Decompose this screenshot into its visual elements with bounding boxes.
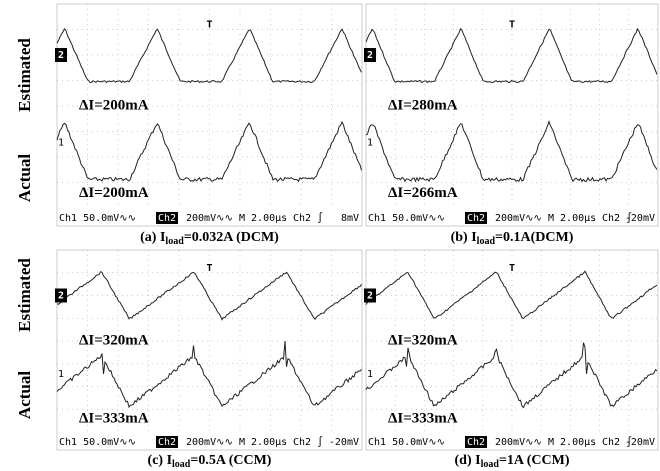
- caption-prefix: (d) I: [455, 453, 481, 468]
- estimated-delta: ΔI=200mA: [79, 97, 149, 113]
- caption: (d) Iload=1A (CCM): [455, 453, 570, 470]
- footer-ch2: Ch2: [158, 437, 176, 448]
- footer-ch2: Ch2: [158, 213, 176, 224]
- footer-ch1: Ch1 50.0mV∿∿: [368, 213, 445, 224]
- actual-delta: ΔI=333mA: [388, 411, 458, 427]
- footer-level: 8mV: [341, 213, 359, 224]
- footer-timebase: M 2.00µs: [239, 213, 287, 224]
- channel-marker: 2: [58, 50, 64, 61]
- estimated-delta: ΔI=280mA: [388, 97, 458, 113]
- page: {"side_labels": {"top": ["Estimated", "A…: [0, 0, 660, 471]
- channel-marker: 1: [58, 369, 64, 380]
- footer-level: -20mV: [329, 437, 359, 448]
- caption-suffix: =0.032A (DCM): [184, 230, 279, 245]
- channel-marker: 1: [58, 138, 64, 149]
- footer-trigger: Ch2 ∫: [293, 436, 323, 448]
- footer-timebase: M 2.00µs: [548, 213, 596, 224]
- footer-ch1: Ch1 50.0mV∿∿: [368, 437, 445, 448]
- caption-suffix: =0.1A(DCM): [495, 230, 574, 245]
- caption-subscript: load: [481, 459, 500, 470]
- channel-marker: 2: [58, 291, 64, 302]
- footer-ch2: Ch2: [467, 437, 485, 448]
- channel-marker: 2: [367, 50, 373, 61]
- scope-panel: 2 1 T ΔI=320mA ΔI=333mA Ch1 50.0mV∿∿ Ch2 200mV∿…: [364, 250, 658, 450]
- caption-subscript: load: [172, 459, 191, 470]
- footer-level: -20mV: [625, 437, 655, 448]
- caption-suffix: =0.5A (CCM): [190, 453, 271, 468]
- footer-timebase: M 2.00µs: [239, 437, 287, 448]
- actual-delta: ΔI=333mA: [79, 411, 149, 427]
- footer-trigger: Ch2 ∫: [293, 212, 323, 224]
- estimated-delta: ΔI=320mA: [79, 332, 149, 348]
- figure: Estimated Actual Estimated Actual 2 1 T ΔI=…: [0, 0, 660, 471]
- footer-ch2: Ch2: [467, 213, 485, 224]
- footer-ch2-scale: 200mV∿∿: [495, 213, 542, 224]
- trigger-marker: T: [509, 19, 515, 30]
- caption-subscript: load: [165, 236, 184, 247]
- side-label: Actual: [15, 371, 34, 419]
- caption-subscript: load: [477, 236, 496, 247]
- caption-prefix: (a) I: [140, 230, 165, 245]
- trigger-marker: T: [206, 263, 212, 274]
- trigger-marker: T: [206, 19, 212, 30]
- footer-ch2-scale: 200mV∿∿: [186, 213, 233, 224]
- channel-marker: 2: [367, 291, 373, 302]
- actual-delta: ΔI=266mA: [388, 185, 458, 201]
- caption: (c) Iload=0.5A (CCM): [148, 453, 272, 470]
- footer-ch1: Ch1 50.0mV∿∿: [59, 213, 136, 224]
- footer-ch1: Ch1 50.0mV∿∿: [59, 437, 136, 448]
- footer-ch2-scale: 200mV∿∿: [186, 437, 233, 448]
- caption-prefix: (b) I: [451, 230, 477, 245]
- caption: (a) Iload=0.032A (DCM): [140, 230, 279, 247]
- footer-level: -20mV: [625, 213, 655, 224]
- footer-timebase: M 2.00µs: [548, 437, 596, 448]
- side-label: Estimated: [15, 38, 34, 112]
- actual-delta: ΔI=200mA: [79, 185, 149, 201]
- channel-marker: 1: [367, 138, 373, 149]
- scope-panel: 2 1 T ΔI=200mA ΔI=200mA Ch1 50.0mV∿∿ Ch2 200mV∿…: [55, 4, 362, 226]
- scope-panel: 2 1 T ΔI=280mA ΔI=266mA Ch1 50.0mV∿∿ Ch2 200mV∿…: [364, 4, 658, 226]
- estimated-delta: ΔI=320mA: [388, 332, 458, 348]
- scope-panel: 2 1 T ΔI=320mA ΔI=333mA Ch1 50.0mV∿∿ Ch2 200mV∿…: [55, 250, 362, 450]
- caption: (b) Iload=0.1A(DCM): [451, 230, 574, 247]
- caption-prefix: (c) I: [148, 453, 173, 468]
- footer-ch2-scale: 200mV∿∿: [495, 437, 542, 448]
- trigger-marker: T: [509, 263, 515, 274]
- side-label: Actual: [15, 154, 34, 202]
- side-label: Estimated: [15, 258, 34, 332]
- caption-suffix: =1A (CCM): [499, 453, 570, 468]
- channel-marker: 1: [367, 369, 373, 380]
